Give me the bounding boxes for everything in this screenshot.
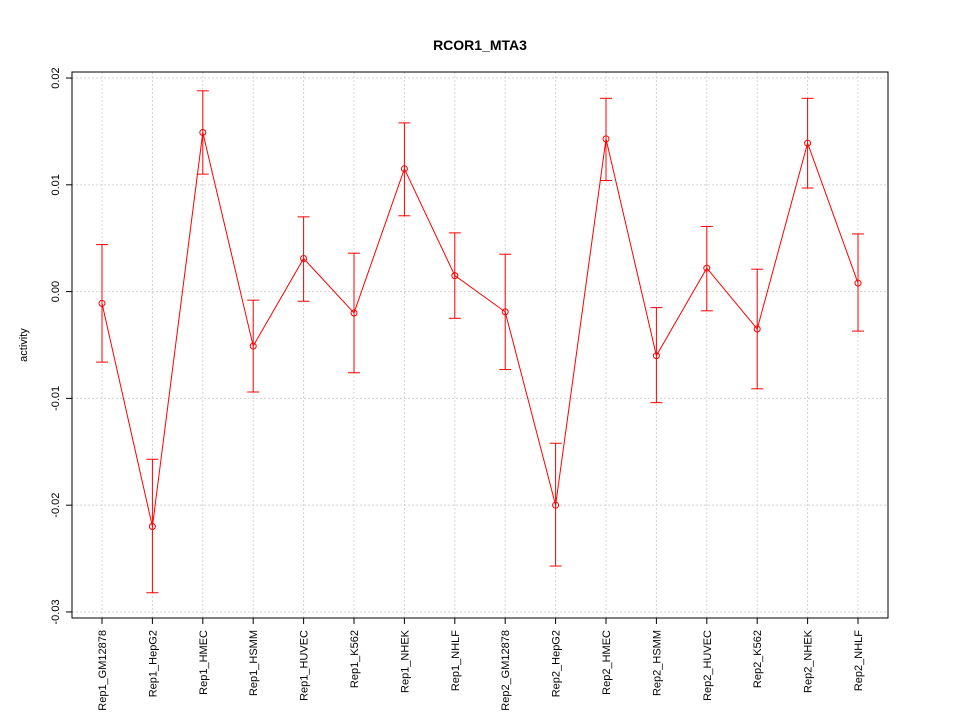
y-tick-label: -0.02 <box>50 493 62 518</box>
y-tick-label: 0.01 <box>50 174 62 195</box>
x-tick-label: Rep2_HSMM <box>651 630 663 696</box>
data-point <box>148 523 156 531</box>
data-point <box>703 264 711 272</box>
x-tick-label: Rep1_GM12878 <box>97 630 109 711</box>
data-point <box>400 165 408 173</box>
x-axis: Rep1_GM12878 Rep1_HepG2 Rep1_HMEC Rep1_HSMM… <box>97 618 865 711</box>
x-tick-label: Rep1_NHEK <box>399 629 411 693</box>
x-tick-label: Rep2_GM12878 <box>500 630 512 711</box>
x-tick-label: Rep2_NHEK <box>803 629 815 693</box>
plot-frame <box>71 71 889 619</box>
y-tick-label: -0.03 <box>50 599 62 624</box>
data-point <box>753 325 761 333</box>
data-point <box>652 352 660 360</box>
chart-title: RCOR1_MTA3 <box>433 37 527 53</box>
x-tick-label: Rep2_HepG2 <box>551 630 563 697</box>
y-tick-label: 0.02 <box>50 67 62 88</box>
data-point <box>451 272 459 280</box>
series-line <box>101 132 859 527</box>
data-point <box>804 139 812 147</box>
x-tick-label: Rep2_HMEC <box>601 630 613 695</box>
data-point <box>501 308 509 316</box>
x-tick-label: Rep1_K562 <box>349 630 361 688</box>
data-point <box>98 299 106 307</box>
x-tick-label: Rep2_HUVEC <box>702 630 714 701</box>
x-tick-label: Rep2_NHLF <box>853 630 865 691</box>
x-tick-label: Rep1_HMEC <box>198 630 210 695</box>
x-tick-label: Rep1_HSMM <box>248 630 260 696</box>
x-tick-label: Rep1_HepG2 <box>147 630 159 697</box>
x-tick-label: Rep2_K562 <box>752 630 764 688</box>
x-tick-label: Rep1_NHLF <box>450 630 462 691</box>
y-axis-label: activity <box>18 328 30 362</box>
data-points <box>98 128 862 531</box>
data-point <box>552 501 560 509</box>
y-axis: -0.03 -0.02 -0.01 0.00 0.01 0.02 <box>50 67 72 625</box>
grid <box>72 72 888 618</box>
data-point <box>350 309 358 317</box>
y-tick-label: -0.01 <box>50 386 62 411</box>
data-point <box>854 279 862 287</box>
data-point <box>199 128 207 136</box>
series-path <box>101 132 859 527</box>
x-tick-label: Rep1_HUVEC <box>299 630 311 701</box>
data-point <box>249 342 257 350</box>
data-point <box>300 255 308 263</box>
data-point <box>602 135 610 143</box>
y-tick-label: 0.00 <box>50 281 62 302</box>
